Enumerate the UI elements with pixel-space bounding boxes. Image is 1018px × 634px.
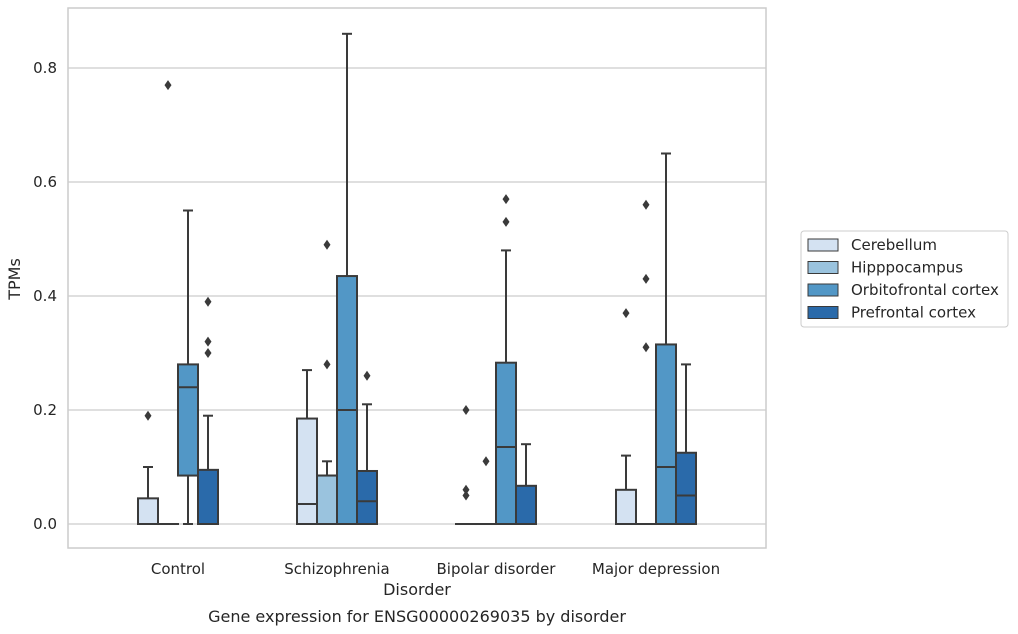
x-tick-label: Control <box>151 560 205 578</box>
y-tick-label: 0.4 <box>33 287 57 305</box>
box-group <box>635 199 657 526</box>
box-group <box>157 80 179 526</box>
box <box>615 488 637 525</box>
box-group <box>336 32 358 525</box>
legend-label: Cerebellum <box>851 236 937 254</box>
x-tick-labels: Control Schizophrenia Bipolar disorder Majo… <box>151 560 720 578</box>
y-axis-label: TPMs <box>5 258 24 301</box>
outlier-marker <box>204 336 212 347</box>
legend-swatch <box>807 261 839 274</box>
plot-frame <box>67 7 767 549</box>
outlier-marker <box>164 80 172 91</box>
box <box>495 361 517 525</box>
legend: Cerebellum Hipppocampus Orbitofrontal cort… <box>800 230 1009 328</box>
x-tick-label: Schizophrenia <box>284 560 389 578</box>
legend-item: Orbitofrontal cortex <box>807 281 999 299</box>
box <box>177 363 199 477</box>
box <box>336 275 358 525</box>
box-group <box>137 410 159 526</box>
box-group <box>655 152 677 526</box>
box-group <box>356 370 378 525</box>
x-tick-label: Bipolar disorder <box>437 560 557 578</box>
outlier-marker <box>622 308 630 319</box>
legend-swatch <box>807 306 839 319</box>
legend-item: Prefrontal cortex <box>807 304 976 322</box>
box-group <box>316 239 338 525</box>
legend-frame <box>800 230 1009 328</box>
legend-label: Prefrontal cortex <box>851 304 976 322</box>
box <box>356 469 378 525</box>
legend-swatch <box>807 283 839 297</box>
box-group <box>475 456 497 526</box>
box <box>296 417 318 525</box>
x-tick-label: Major depression <box>592 560 720 578</box>
y-tick-label: 0.6 <box>33 173 57 191</box>
box-group <box>615 308 637 525</box>
outlier-marker <box>502 216 510 227</box>
legend-item: Hipppocampus <box>807 259 963 277</box>
box <box>137 497 159 526</box>
y-tick-labels: 0.0 0.2 0.4 0.6 0.8 <box>33 59 57 533</box>
legend-items: Cerebellum Hipppocampus Orbitofrontal cort… <box>807 236 999 322</box>
outlier-marker <box>144 410 152 421</box>
box-group <box>515 443 537 525</box>
box <box>316 474 338 525</box>
legend-label: Hipppocampus <box>851 259 963 277</box>
box <box>515 484 537 525</box>
outlier-marker <box>482 456 490 467</box>
outlier-marker <box>642 273 650 284</box>
box <box>655 343 677 526</box>
box-group <box>177 209 199 525</box>
legend-label: Orbitofrontal cortex <box>851 281 999 299</box>
y-tick-label: 0.8 <box>33 59 57 77</box>
outlier-marker <box>642 342 650 353</box>
figure-caption: Gene expression for ENSG00000269035 by d… <box>208 607 626 626</box>
outlier-marker <box>462 490 470 501</box>
y-tick-label: 0.2 <box>33 401 57 419</box>
x-axis-label: Disorder <box>383 580 451 599</box>
outlier-marker <box>363 370 371 381</box>
outlier-marker <box>462 405 470 415</box>
y-tick-label: 0.0 <box>33 515 57 533</box>
box-layer <box>137 32 697 526</box>
box-group <box>197 296 219 526</box>
outlier-marker <box>204 296 212 307</box>
legend-swatch <box>807 238 839 252</box>
box <box>675 451 697 525</box>
box <box>197 468 219 526</box>
outlier-marker <box>204 348 212 358</box>
box-group <box>455 405 477 526</box>
outlier-marker <box>642 199 650 210</box>
box-group <box>495 194 517 525</box>
outlier-marker <box>323 239 331 250</box>
outlier-marker <box>502 194 510 205</box>
box-group <box>675 363 697 525</box>
outlier-marker <box>462 484 470 495</box>
legend-item: Cerebellum <box>807 236 937 254</box>
box-group <box>296 369 318 525</box>
outlier-marker <box>323 359 331 370</box>
